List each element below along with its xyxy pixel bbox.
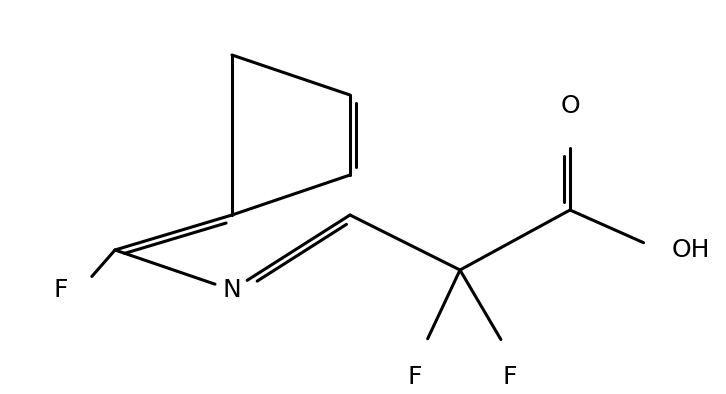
Text: F: F bbox=[54, 278, 68, 302]
Text: F: F bbox=[502, 365, 517, 389]
Text: N: N bbox=[223, 278, 241, 302]
Text: F: F bbox=[408, 365, 423, 389]
Text: O: O bbox=[560, 94, 580, 118]
Text: OH: OH bbox=[672, 238, 711, 262]
